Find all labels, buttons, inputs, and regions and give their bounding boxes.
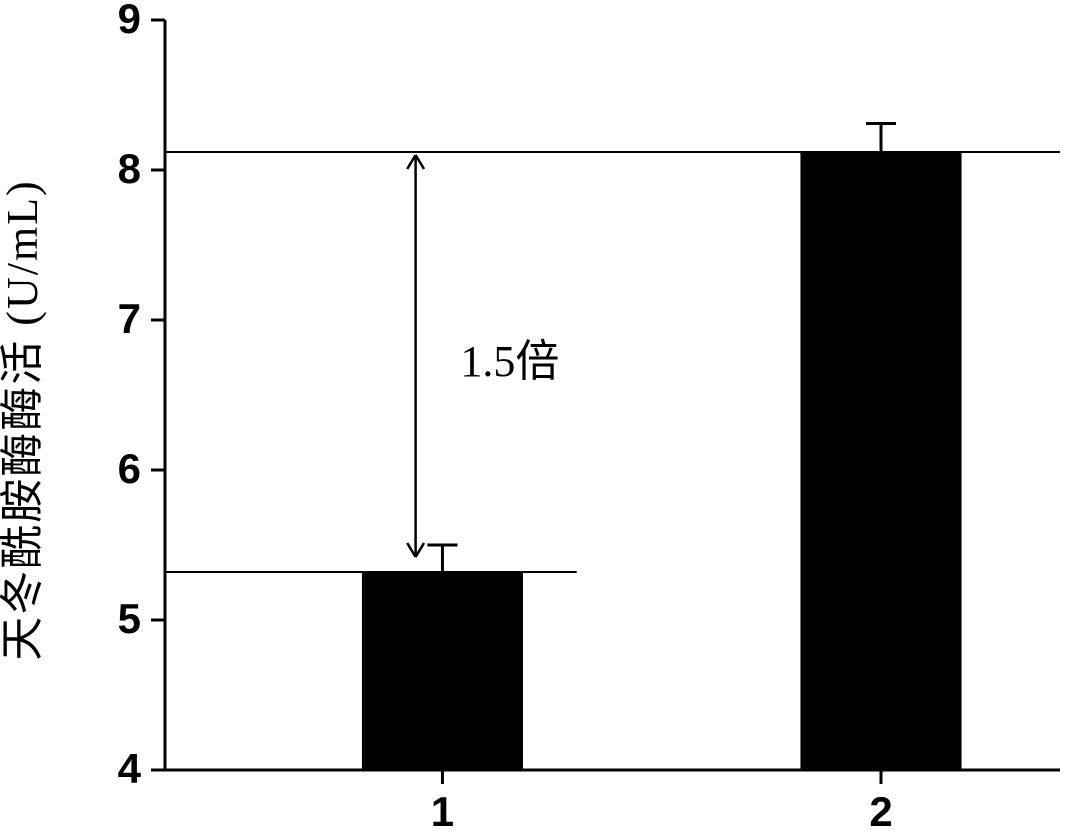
bar-chart-svg (0, 0, 1085, 840)
x-tick-label: 2 (861, 788, 901, 836)
fold-change-annotation: 1.5倍 (460, 325, 559, 389)
y-axis-label: 天冬酰胺酶酶活 (U/mL) (0, 179, 50, 660)
y-tick-label: 6 (101, 445, 141, 493)
y-tick-label: 4 (101, 745, 141, 793)
y-tick-label: 9 (101, 0, 141, 43)
x-tick-label: 1 (422, 788, 462, 836)
chart-container: 天冬酰胺酶酶活 (U/mL) 4 5 6 7 8 9 1 2 1.5倍 (0, 0, 1085, 840)
y-tick-label: 8 (101, 145, 141, 193)
y-tick-label: 5 (101, 595, 141, 643)
y-tick-label: 7 (101, 295, 141, 343)
